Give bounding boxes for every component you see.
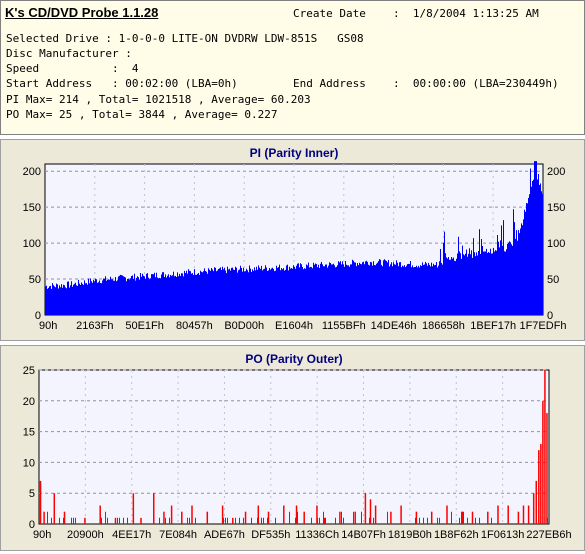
po-chart-panel: PO (Parity Outer) 0 5 10 15 20 25 90h 20900h 4EE1… (0, 345, 585, 551)
po-y-tick-label: 15 (23, 427, 35, 439)
pi-y-tick-label-right: 100 (547, 238, 565, 250)
pi-y-tick-label: 0 (35, 310, 41, 322)
pi-x-tick-label: 14DE46h (371, 320, 417, 332)
po-x-tick-label: 1B8F62h (434, 529, 479, 541)
create-date-label: Create Date (293, 7, 366, 20)
pi-chart: PI (Parity Inner) 0 0 50 50 100 100 150 150 200 20… (23, 146, 567, 332)
pi-y-tick-label-right: 150 (547, 202, 565, 214)
po-x-tick-label: 90h (33, 529, 51, 541)
pi-x-tick-label: 1F7EDFh (519, 320, 566, 332)
po-y-tick-label: 20 (23, 396, 35, 408)
po-x-tick-label: 1F0613h (481, 529, 524, 541)
po-x-tick-label: 1819B0h (388, 529, 432, 541)
pi-x-tick-label: 1155BFh (322, 320, 366, 332)
po-y-tick-label: 10 (23, 457, 35, 469)
create-date-value: : 1/8/2004 1:13:25 AM (393, 7, 539, 20)
end-address-value: : 00:00:00 (LBA=230449h) (393, 77, 559, 90)
start-address: Start Address : 00:02:00 (LBA=0h) (6, 77, 238, 90)
po-x-tick-label: 14B07Fh (341, 529, 386, 541)
pi-x-tick-label: 186658h (422, 320, 465, 332)
po-x-tick-label: 7E084h (159, 529, 197, 541)
end-address-label: End Address (293, 77, 366, 90)
po-y-tick-label: 25 (23, 365, 35, 377)
po-y-tick-label: 5 (29, 488, 35, 500)
pi-y-tick-label: 150 (23, 202, 41, 214)
po-chart-title: PO (Parity Outer) (245, 352, 342, 366)
pi-x-tick-label: 90h (39, 320, 57, 332)
pi-x-tick-label: 1BEF17h (470, 320, 516, 332)
po-x-tick-label: 20900h (67, 529, 104, 541)
disc-info-panel: K's CD/DVD Probe 1.1.28 Create Date : 1/… (0, 0, 585, 135)
po-summary: PO Max= 25 , Total= 3844 , Average= 0.22… (6, 108, 278, 121)
po-chart: PO (Parity Outer) 0 5 10 15 20 25 90h 20900h 4EE1… (23, 352, 572, 541)
pi-bars (45, 161, 543, 315)
po-x-tick-label: 4EE17h (112, 529, 151, 541)
po-x-tick-label: 227EB6h (526, 529, 571, 541)
pi-x-tick-label: E1604h (275, 320, 313, 332)
pi-x-tick-label: 80457h (176, 320, 213, 332)
po-bars-background (47, 511, 548, 524)
pi-x-tick-label: B0D00h (224, 320, 264, 332)
pi-y-tick-label-right: 200 (547, 166, 565, 178)
selected-drive: Selected Drive : 1-0-0-0 LITE-ON DVDRW L… (6, 32, 364, 45)
po-x-tick-label: 11336Ch (295, 529, 339, 541)
app-title: K's CD/DVD Probe 1.1.28 (5, 5, 159, 20)
pi-y-tick-label: 100 (23, 238, 41, 250)
pi-y-tick-label-right: 0 (547, 310, 553, 322)
po-x-tick-label: ADE67h (204, 529, 245, 541)
pi-summary: PI Max= 214 , Total= 1021518 , Average= … (6, 93, 311, 106)
pi-y-tick-label-right: 50 (547, 274, 559, 286)
pi-chart-title: PI (Parity Inner) (250, 146, 339, 160)
po-y-tick-label: 0 (29, 519, 35, 531)
po-plot-area (38, 369, 550, 525)
speed: Speed : 4 (6, 62, 139, 75)
pi-x-tick-label: 2163Fh (76, 320, 113, 332)
pi-y-tick-label: 50 (29, 274, 41, 286)
pi-y-tick-label: 200 (23, 166, 41, 178)
pi-x-tick-label: 50E1Fh (125, 320, 164, 332)
po-x-tick-label: DF535h (251, 529, 290, 541)
pi-chart-panel: PI (Parity Inner) 0 0 50 50 100 100 150 150 200 20… (0, 139, 585, 341)
disc-manufacturer: Disc Manufacturer : (6, 47, 132, 60)
